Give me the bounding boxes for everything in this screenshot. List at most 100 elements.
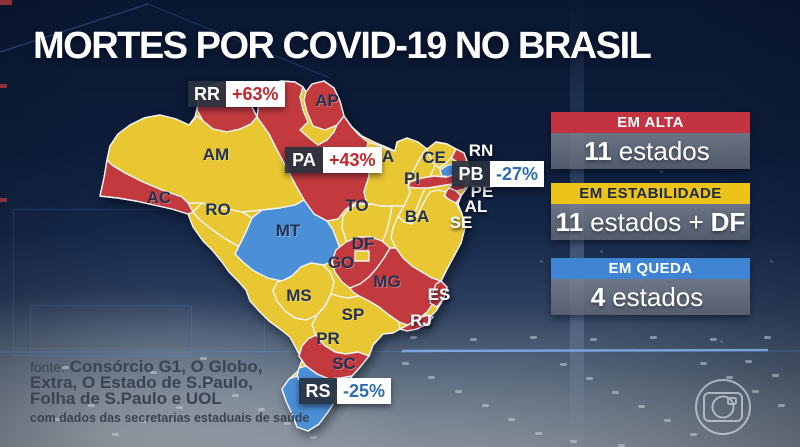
background-dot: [770, 260, 773, 263]
callout-percent-value: -25%: [337, 378, 392, 404]
background-dash: [772, 374, 779, 377]
legend-unit: estados +: [590, 206, 704, 237]
edge-tick: [0, 84, 7, 88]
callout-state-abbr: PB: [452, 161, 490, 187]
legend-count: 11: [555, 206, 584, 237]
background-dash: [726, 376, 733, 379]
background-dash: [205, 380, 212, 383]
background-dash: [650, 336, 657, 339]
callout-percent-value: +43%: [323, 147, 382, 173]
state-label-AL: AL: [464, 197, 488, 216]
background-dash: [618, 444, 625, 447]
state-label-BA: BA: [404, 207, 430, 226]
callout-percent-value: +63%: [226, 81, 285, 107]
callout-RR: RR +63%: [188, 81, 285, 107]
state-label-TO: TO: [345, 196, 369, 215]
legend-title: EM QUEDA: [608, 260, 693, 277]
background-dash: [764, 336, 771, 339]
background-dash: [535, 432, 542, 435]
background-dash: [55, 418, 62, 421]
background-dash: [590, 338, 597, 341]
state-label-ES: ES: [427, 285, 451, 304]
state-ES: [429, 280, 448, 308]
background-dash: [690, 433, 697, 436]
background-dash: [570, 440, 577, 443]
legend-title: EM ALTA: [617, 114, 684, 131]
background-dash: [638, 405, 645, 408]
background-dot: [600, 250, 603, 253]
state-label-SE: SE: [449, 213, 473, 232]
background-dash: [700, 362, 707, 365]
legend-group-queda: EM QUEDA 4 estados: [551, 258, 750, 315]
legend-header-alta: EM ALTA: [551, 112, 750, 133]
edge-tick: [0, 198, 7, 202]
background-rect-outline: [30, 305, 192, 357]
legend-suffix: DF: [710, 206, 746, 237]
legend-body-queda: 4 estados: [551, 279, 750, 315]
background-dash: [778, 404, 785, 407]
legend-unit: estados: [618, 135, 710, 166]
source-line: Folha de S.Paulo e UOL: [30, 389, 222, 408]
globo-logo-icon: [695, 379, 751, 435]
background-dash: [140, 420, 147, 423]
page-title: MORTES POR COVID-19 NO BRASIL: [33, 25, 652, 67]
source-prefix: fonte:: [30, 359, 66, 375]
state-AC: [99, 159, 194, 215]
background-dash: [612, 391, 619, 394]
background-dash: [482, 404, 489, 407]
background-dash: [310, 436, 317, 439]
source-credit: fonte: Consórcio G1, O Globo, Extra, O E…: [30, 357, 310, 425]
state-label-MS: MS: [286, 286, 312, 305]
legend-count: 4: [590, 281, 606, 312]
state-label-DF: DF: [351, 234, 375, 253]
source-line: Extra, O Estado de S.Paulo,: [30, 373, 253, 392]
state-label-PI: PI: [403, 169, 421, 188]
background-dash: [150, 371, 157, 374]
callout-RS: RS -25%: [299, 378, 392, 404]
background-dash: [402, 362, 409, 365]
background-dash: [410, 336, 417, 339]
state-CE: [426, 141, 457, 169]
background-dash: [455, 390, 462, 393]
callout-state-abbr: RS: [299, 378, 337, 404]
state-label-CE: CE: [422, 148, 446, 167]
source-footnote: com dados das secretarias estaduais de s…: [30, 411, 310, 425]
state-label-MT: MT: [275, 221, 301, 240]
source-line: Consórcio G1, O Globo,: [69, 357, 263, 376]
background-dash: [752, 390, 759, 393]
legend-body-estabilidade: 11 estados + DF: [551, 204, 750, 240]
background-dot: [660, 170, 663, 173]
background-dot: [540, 260, 543, 263]
state-label-AC: AC: [146, 188, 172, 207]
state-label-RJ: RJ: [410, 311, 432, 330]
legend-body-alta: 11 estados: [551, 133, 750, 169]
callout-PA: PA +43%: [285, 147, 382, 173]
legend-title: EM ESTABILIDADE: [579, 185, 722, 202]
background-dash: [88, 404, 95, 407]
legend-count: 11: [584, 135, 612, 166]
background-dash: [284, 422, 291, 425]
background-dash: [62, 366, 69, 369]
callout-percent-value: -27%: [490, 161, 545, 187]
edge-tick: [0, 0, 12, 5]
state-label-AP: AP: [315, 91, 339, 110]
legend-header-queda: EM QUEDA: [551, 258, 750, 279]
callout-state-abbr: RR: [188, 81, 226, 107]
background-dash: [470, 338, 477, 341]
callout-PB: PB -27%: [452, 161, 545, 187]
state-label-MG: MG: [373, 272, 401, 291]
background-dash: [176, 406, 183, 409]
state-RJ: [399, 314, 434, 332]
legend-header-estabilidade: EM ESTABILIDADE: [551, 183, 750, 204]
background-dash: [745, 360, 752, 363]
state-label-SP: SP: [341, 305, 365, 324]
background-dash: [428, 376, 435, 379]
background-dash: [560, 363, 567, 366]
background-dash: [710, 338, 717, 341]
background-dash: [200, 357, 207, 360]
legend-group-estabilidade: EM ESTABILIDADE 11 estados + DF: [551, 183, 750, 240]
background-dot: [720, 340, 723, 343]
state-label-PR: PR: [316, 329, 340, 348]
